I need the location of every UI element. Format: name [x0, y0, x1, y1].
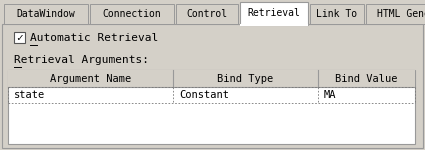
Text: Constant: Constant [179, 90, 229, 100]
Text: Retrieval Arguments:: Retrieval Arguments: [14, 55, 149, 65]
Bar [310, 4, 364, 24]
Text: Argument Name: Argument Name [50, 74, 131, 84]
Bar [14, 32, 25, 43]
Text: Connection: Connection [102, 9, 162, 19]
Bar [4, 4, 88, 24]
Bar [8, 70, 415, 87]
Text: DataWindow: DataWindow [17, 9, 75, 19]
Text: Automatic Retrieval: Automatic Retrieval [30, 33, 158, 43]
Text: state: state [14, 90, 45, 100]
Bar [2, 24, 423, 148]
Text: Control: Control [187, 9, 227, 19]
Text: MA: MA [324, 90, 337, 100]
Text: Bind Value: Bind Value [335, 74, 398, 84]
Text: ✓: ✓ [16, 33, 23, 43]
Bar [8, 70, 415, 144]
Text: Link To: Link To [317, 9, 357, 19]
Text: HTML Generator: HTML Generator [377, 9, 425, 19]
Bar [176, 4, 238, 24]
Bar [90, 4, 174, 24]
Text: Bind Type: Bind Type [217, 74, 274, 84]
Bar [240, 2, 308, 25]
Bar [366, 4, 425, 24]
Text: Retrieval: Retrieval [247, 9, 300, 18]
